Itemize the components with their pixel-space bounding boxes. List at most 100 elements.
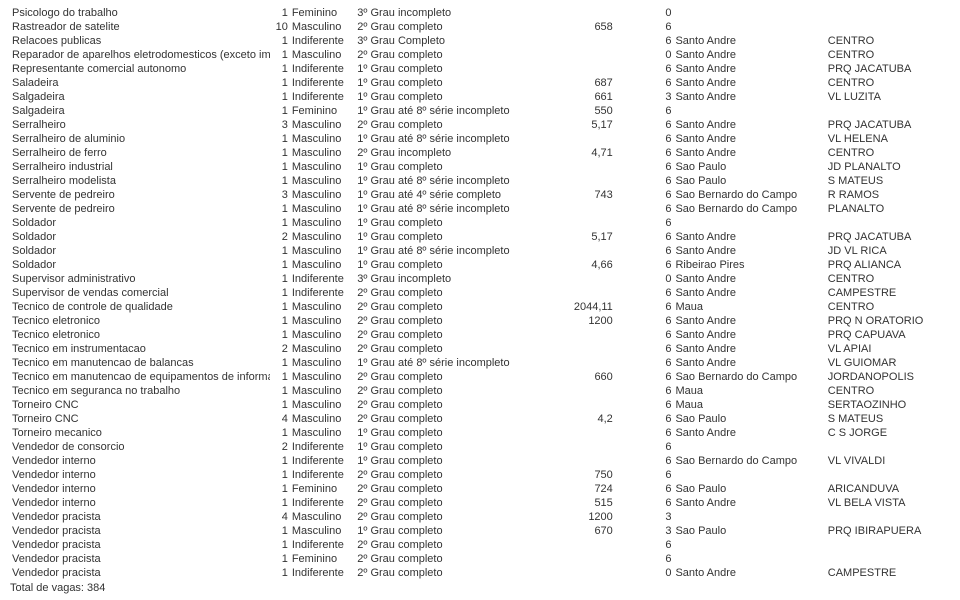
table-row: Reparador de aparelhos eletrodomesticos … (10, 48, 950, 62)
table-row: Vendedor pracista1Indiferente2º Grau com… (10, 538, 950, 552)
salary (558, 272, 614, 286)
salary: 743 (558, 188, 614, 202)
gender: Indiferente (290, 454, 355, 468)
quantity: 1 (270, 468, 290, 482)
salary (558, 328, 614, 342)
table-row: Serralheiro modelista1Masculino1º Grau a… (10, 174, 950, 188)
salary: 658 (558, 20, 614, 34)
city: Santo Andre (673, 328, 825, 342)
job-title: Vendedor pracista (10, 552, 270, 566)
vacancies: 6 (660, 384, 674, 398)
gender: Masculino (290, 202, 355, 216)
table-row: Torneiro CNC1Masculino2º Grau completo6M… (10, 398, 950, 412)
district (826, 216, 950, 230)
district: VL BELA VISTA (826, 496, 950, 510)
job-title: Representante comercial autonomo (10, 62, 270, 76)
city (673, 216, 825, 230)
gender: Indiferente (290, 496, 355, 510)
vacancies: 6 (660, 104, 674, 118)
quantity: 1 (270, 314, 290, 328)
gender: Indiferente (290, 62, 355, 76)
district: JD VL RICA (826, 244, 950, 258)
district: CENTRO (826, 300, 950, 314)
education: 1º Grau completo (355, 76, 558, 90)
city: Maua (673, 384, 825, 398)
job-title: Torneiro mecanico (10, 426, 270, 440)
city: Santo Andre (673, 90, 825, 104)
table-row: Soldador2Masculino1º Grau completo5,176S… (10, 230, 950, 244)
quantity: 1 (270, 286, 290, 300)
district: VL HELENA (826, 132, 950, 146)
table-row: Relacoes publicas1Indiferente3º Grau Com… (10, 34, 950, 48)
table-row: Servente de pedreiro3Masculino1º Grau at… (10, 188, 950, 202)
salary (558, 48, 614, 62)
vacancies: 6 (660, 230, 674, 244)
quantity: 1 (270, 300, 290, 314)
gap (615, 62, 660, 76)
quantity: 1 (270, 328, 290, 342)
city: Santo Andre (673, 230, 825, 244)
gender: Feminino (290, 482, 355, 496)
quantity: 1 (270, 272, 290, 286)
gap (615, 90, 660, 104)
gap (615, 230, 660, 244)
district: PRQ JACATUBA (826, 230, 950, 244)
district (826, 6, 950, 20)
district (826, 468, 950, 482)
gender: Masculino (290, 356, 355, 370)
city: Sao Paulo (673, 412, 825, 426)
table-row: Vendedor interno1Indiferente2º Grau comp… (10, 468, 950, 482)
salary (558, 356, 614, 370)
city: Sao Bernardo do Campo (673, 370, 825, 384)
quantity: 1 (270, 496, 290, 510)
gender: Masculino (290, 48, 355, 62)
job-title: Soldador (10, 244, 270, 258)
education: 1º Grau até 8º série incompleto (355, 244, 558, 258)
education: 2º Grau completo (355, 496, 558, 510)
job-title: Salgadeira (10, 104, 270, 118)
salary (558, 62, 614, 76)
table-row: Soldador1Masculino1º Grau completo4,666R… (10, 258, 950, 272)
vacancies: 6 (660, 146, 674, 160)
education: 2º Grau completo (355, 538, 558, 552)
table-row: Servente de pedreiro1Masculino1º Grau at… (10, 202, 950, 216)
job-title: Tecnico em manutencao de balancas (10, 356, 270, 370)
job-title: Salgadeira (10, 90, 270, 104)
quantity: 1 (270, 202, 290, 216)
table-row: Serralheiro de aluminio1Masculino1º Grau… (10, 132, 950, 146)
quantity: 1 (270, 454, 290, 468)
quantity: 1 (270, 132, 290, 146)
gender: Indiferente (290, 286, 355, 300)
city (673, 538, 825, 552)
vacancies: 6 (660, 552, 674, 566)
job-title: Soldador (10, 216, 270, 230)
gender: Masculino (290, 132, 355, 146)
gap (615, 202, 660, 216)
table-row: Salgadeira1Feminino1º Grau até 8º série … (10, 104, 950, 118)
gap (615, 258, 660, 272)
gender: Masculino (290, 384, 355, 398)
quantity: 2 (270, 230, 290, 244)
quantity: 1 (270, 552, 290, 566)
gap (615, 524, 660, 538)
city: Maua (673, 300, 825, 314)
gender: Masculino (290, 216, 355, 230)
gender: Masculino (290, 426, 355, 440)
education: 2º Grau completo (355, 398, 558, 412)
district: CENTRO (826, 384, 950, 398)
vacancies: 0 (660, 566, 674, 580)
city: Santo Andre (673, 34, 825, 48)
table-row: Serralheiro3Masculino2º Grau completo5,1… (10, 118, 950, 132)
vacancies: 6 (660, 188, 674, 202)
gender: Feminino (290, 104, 355, 118)
education: 3º Grau incompleto (355, 272, 558, 286)
job-title: Vendedor pracista (10, 538, 270, 552)
gap (615, 538, 660, 552)
salary (558, 566, 614, 580)
quantity: 1 (270, 160, 290, 174)
quantity: 1 (270, 174, 290, 188)
quantity: 1 (270, 62, 290, 76)
district (826, 440, 950, 454)
salary: 515 (558, 496, 614, 510)
job-title: Torneiro CNC (10, 412, 270, 426)
